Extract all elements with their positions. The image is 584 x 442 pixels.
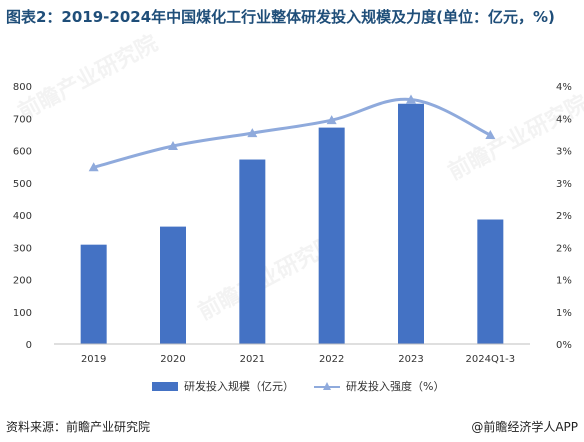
bar-2021 (239, 159, 266, 344)
x-tick-label: 2020 (160, 354, 185, 365)
y-right-tick-label: 1% (556, 276, 572, 287)
bar-2024Q1-3 (477, 219, 504, 344)
y-right-tick-label: 4% (556, 82, 572, 93)
line-point-2020 (168, 140, 178, 150)
x-tick-label: 2023 (398, 354, 423, 365)
y-right-tick-label: 4% (556, 114, 572, 125)
x-tick-label: 2022 (319, 354, 344, 365)
bars-layer (80, 103, 504, 344)
bar-2020 (160, 226, 186, 344)
line-layer (88, 94, 496, 172)
y-left-tick-label: 700 (13, 114, 32, 125)
legend-item-bar: 研发投入规模（亿元） (152, 378, 294, 394)
bar-2022 (318, 127, 345, 344)
y-left-tick-label: 400 (13, 211, 32, 222)
intensity-line (93, 97, 491, 169)
bar-2019 (80, 244, 107, 344)
y-right-tick-label: 2% (556, 243, 572, 254)
y-right-tick-label: 0% (556, 340, 572, 351)
x-tick-label: 2024Q1-3 (466, 354, 516, 365)
bar-2023 (398, 103, 424, 344)
y-right-tick-label: 3% (556, 179, 572, 190)
y-right-tick-label: 2% (556, 211, 572, 222)
legend-swatch-bar (152, 381, 178, 391)
line-point-2021 (247, 128, 258, 138)
credit-note: @前瞻经济学人APP (471, 420, 578, 434)
y-left-tick-label: 600 (13, 147, 32, 158)
x-tick-label: 2019 (81, 354, 106, 365)
y-left-tick-label: 100 (13, 308, 32, 319)
y-right-tick-label: 1% (556, 308, 572, 319)
line-point-2019 (88, 162, 99, 172)
y-left-tick-label: 200 (13, 276, 32, 287)
source-note: 资料来源：前瞻产业研究院 (6, 420, 151, 434)
line-point-2024Q1-3 (485, 130, 496, 140)
y-left-tick-label: 800 (13, 82, 32, 93)
legend-label-bar: 研发投入规模（亿元） (184, 380, 294, 393)
legend-label-line: 研发投入强度（%） (346, 380, 445, 393)
axis-layer: 0 100 200 300 400 500 600 700 800 0% 1% 1% 2% 2% 3% 3% 4… (13, 82, 572, 365)
legend-swatch-line (314, 381, 340, 391)
line-point-2022 (326, 115, 337, 125)
y-left-tick-label: 0 (26, 340, 32, 351)
y-left-tick-label: 300 (13, 243, 32, 254)
y-left-tick-label: 500 (13, 179, 32, 190)
line-point-2023 (406, 94, 416, 104)
chart-title: 图表2：2019-2024年中国煤化工行业整体研发投入规模及力度(单位：亿元，%… (6, 8, 555, 26)
legend: 研发投入规模（亿元） 研发投入强度（%） (0, 378, 584, 394)
x-tick-label: 2021 (240, 354, 265, 365)
legend-item-line: 研发投入强度（%） (314, 378, 444, 394)
y-right-tick-label: 3% (556, 147, 572, 158)
